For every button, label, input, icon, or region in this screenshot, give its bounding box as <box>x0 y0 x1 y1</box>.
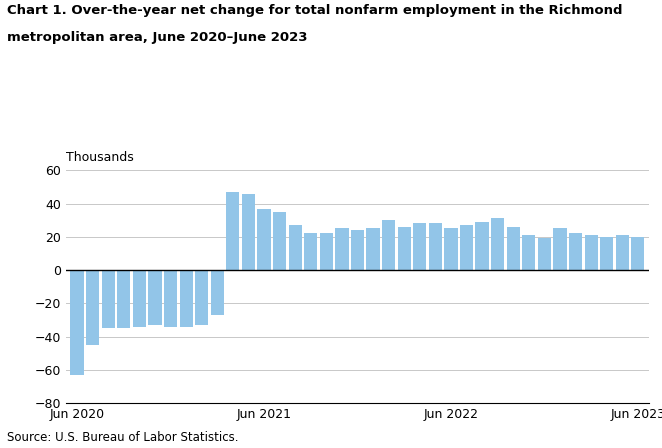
Bar <box>538 238 551 270</box>
Text: Chart 1. Over-the-year net change for total nonfarm employment in the Richmond: Chart 1. Over-the-year net change for to… <box>7 4 622 17</box>
Bar <box>632 237 645 270</box>
Bar <box>117 270 130 328</box>
Bar <box>616 235 629 270</box>
Bar <box>273 212 286 270</box>
Bar <box>382 220 395 270</box>
Bar <box>429 224 442 270</box>
Bar <box>475 222 489 270</box>
Bar <box>413 224 426 270</box>
Bar <box>164 270 177 327</box>
Bar <box>242 194 255 270</box>
Bar <box>148 270 162 325</box>
Bar <box>506 227 520 270</box>
Bar <box>320 233 333 270</box>
Bar <box>351 230 364 270</box>
Bar <box>86 270 99 345</box>
Bar <box>102 270 115 328</box>
Bar <box>491 219 504 270</box>
Bar <box>367 228 380 270</box>
Bar <box>335 228 348 270</box>
Bar <box>195 270 209 325</box>
Bar <box>70 270 83 375</box>
Bar <box>211 270 224 315</box>
Bar <box>226 192 240 270</box>
Bar <box>569 233 582 270</box>
Text: Source: U.S. Bureau of Labor Statistics.: Source: U.S. Bureau of Labor Statistics. <box>7 431 238 444</box>
Bar <box>258 208 271 270</box>
Bar <box>444 228 457 270</box>
Bar <box>179 270 193 327</box>
Bar <box>585 235 598 270</box>
Bar <box>600 237 613 270</box>
Bar <box>460 225 473 270</box>
Bar <box>133 270 146 327</box>
Text: Thousands: Thousands <box>66 151 134 164</box>
Bar <box>522 235 536 270</box>
Bar <box>398 227 411 270</box>
Bar <box>553 228 567 270</box>
Bar <box>304 233 317 270</box>
Text: metropolitan area, June 2020–June 2023: metropolitan area, June 2020–June 2023 <box>7 31 307 44</box>
Bar <box>289 225 302 270</box>
